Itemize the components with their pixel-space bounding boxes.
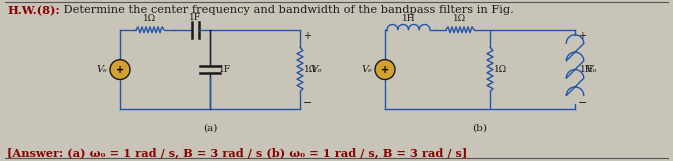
Text: +: + xyxy=(578,31,586,41)
Text: 1F: 1F xyxy=(189,13,201,22)
Text: (a): (a) xyxy=(203,123,217,132)
Text: 1Ω: 1Ω xyxy=(454,14,466,23)
Text: 1H: 1H xyxy=(402,14,415,23)
Text: Vₒ: Vₒ xyxy=(585,65,596,74)
Text: +: + xyxy=(116,65,124,75)
Text: [Answer: (a) ω₀ = 1 rad / s, B = 3 rad / s (b) ω₀ = 1 rad / s, B = 3 rad / s]: [Answer: (a) ω₀ = 1 rad / s, B = 3 rad /… xyxy=(7,147,467,158)
Text: 1Ω: 1Ω xyxy=(304,65,317,74)
Text: +: + xyxy=(303,31,311,41)
Text: −: − xyxy=(303,98,312,108)
Text: Vₑ: Vₑ xyxy=(96,65,107,74)
Text: 1H: 1H xyxy=(580,65,594,74)
Text: −: − xyxy=(578,98,588,108)
Text: 1F: 1F xyxy=(219,65,231,74)
Text: 1Ω: 1Ω xyxy=(143,14,157,23)
Circle shape xyxy=(110,60,130,80)
Text: 1Ω: 1Ω xyxy=(494,65,507,74)
Text: Vₒ: Vₒ xyxy=(310,65,322,74)
Text: +: + xyxy=(381,65,389,75)
Text: H.W.(8):: H.W.(8): xyxy=(7,5,60,16)
Text: (b): (b) xyxy=(472,123,487,132)
Text: Vₑ: Vₑ xyxy=(361,65,372,74)
Text: Determine the center frequency and bandwidth of the bandpass filters in Fig.: Determine the center frequency and bandw… xyxy=(60,5,514,15)
Circle shape xyxy=(375,60,395,80)
